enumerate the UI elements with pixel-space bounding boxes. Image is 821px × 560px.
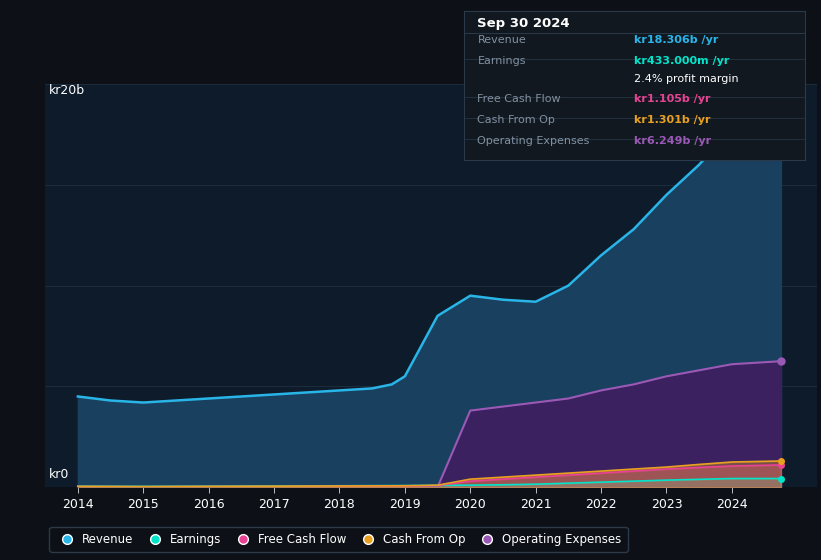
Text: Operating Expenses: Operating Expenses bbox=[478, 136, 589, 146]
Text: kr0: kr0 bbox=[48, 468, 69, 481]
Text: Revenue: Revenue bbox=[478, 35, 526, 45]
Text: Earnings: Earnings bbox=[478, 56, 526, 66]
Text: Cash From Op: Cash From Op bbox=[478, 115, 555, 125]
Text: kr433.000m /yr: kr433.000m /yr bbox=[635, 56, 730, 66]
Text: Free Cash Flow: Free Cash Flow bbox=[478, 94, 561, 104]
Text: kr1.105b /yr: kr1.105b /yr bbox=[635, 94, 711, 104]
Text: kr20b: kr20b bbox=[48, 84, 85, 97]
Text: kr6.249b /yr: kr6.249b /yr bbox=[635, 136, 711, 146]
Legend: Revenue, Earnings, Free Cash Flow, Cash From Op, Operating Expenses: Revenue, Earnings, Free Cash Flow, Cash … bbox=[49, 527, 627, 552]
Text: kr18.306b /yr: kr18.306b /yr bbox=[635, 35, 718, 45]
Text: kr1.301b /yr: kr1.301b /yr bbox=[635, 115, 711, 125]
Text: Sep 30 2024: Sep 30 2024 bbox=[478, 17, 570, 30]
Text: 2.4% profit margin: 2.4% profit margin bbox=[635, 73, 739, 83]
